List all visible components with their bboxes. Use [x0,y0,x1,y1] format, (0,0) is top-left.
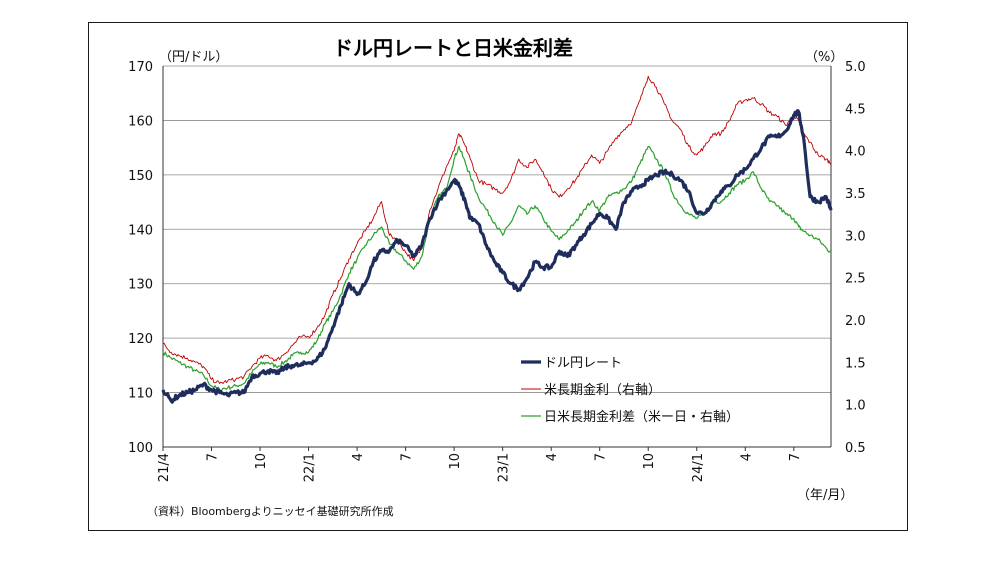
legend: ドル円レート 米長期金利（右軸） 日米長期金利差（米ー日・右軸） [521,356,739,425]
x-tick-label: 7 [206,453,221,461]
series-layer [161,75,833,404]
y-left-tick-label: 160 [128,114,153,129]
y-right-tick-label: 1.0 [845,399,866,414]
x-tick-label: 24/1 [691,453,706,482]
y-right-tick-label: 2.5 [845,272,866,287]
legend-label-us-yield: 米長期金利（右軸） [544,382,661,398]
x-tick-label: 7 [400,453,415,461]
y-left-tick-label: 140 [128,223,153,238]
legend-label-spread: 日米長期金利差（米ー日・右軸） [544,409,739,425]
x-tick-label: 4 [351,453,366,461]
y-left-tick-label: 170 [128,60,153,75]
series-line-2 [162,145,832,392]
y-right-tick-label: 5.0 [845,60,866,75]
y-left-tick-label: 100 [128,441,153,456]
x-tick-label: 21/4 [157,453,172,482]
x-tick-label: 22/1 [303,453,318,482]
right-axis-unit: （%） [805,50,843,65]
x-tick-label: 4 [739,453,754,461]
x-tick-label: 7 [788,453,803,461]
y-left-tick-label: 130 [128,278,153,293]
x-tick-label: 10 [642,453,657,470]
x-tick-label: 10 [448,453,463,470]
chart-svg: 100 110 120 130 140 150 160 170 0.5 1.0 1.5 2.0 2.5 3… [128,36,866,518]
series-line-1 [162,75,832,384]
x-axis-unit: （年/月） [797,488,853,503]
y-left-tick-label: 120 [128,332,153,347]
y-right-tick-label: 1.5 [845,356,866,371]
legend-label-usdjpy: ドル円レート [544,356,622,371]
x-tick-label: 4 [545,453,560,461]
x-tick-label: 10 [254,453,269,470]
y-right-tick-label: 2.0 [845,314,866,329]
x-tick-label: 7 [594,453,609,461]
x-tick-label: 23/1 [497,453,512,482]
y-right-tick-label: 4.5 [845,102,866,117]
left-axis-unit: （円/ドル） [159,50,228,65]
y-right-tick-label: 3.5 [845,187,866,202]
y-right-tick-label: 3.0 [845,229,866,244]
axis-layer: 100 110 120 130 140 150 160 170 0.5 1.0 1.5 2.0 2.5 3… [128,60,866,482]
chart-frame: 100 110 120 130 140 150 160 170 0.5 1.0 1.5 2.0 2.5 3… [88,22,908,531]
grid-layer [163,65,831,448]
y-right-tick-label: 4.0 [845,145,866,160]
chart-title: ドル円レートと日米金利差 [333,36,573,60]
series-line-0 [161,109,833,404]
y-right-tick-label: 0.5 [845,441,866,456]
y-left-tick-label: 150 [128,169,153,184]
y-left-tick-label: 110 [128,387,153,402]
source-note: （資料）Bloombergよりニッセイ基礎研究所作成 [147,504,394,518]
